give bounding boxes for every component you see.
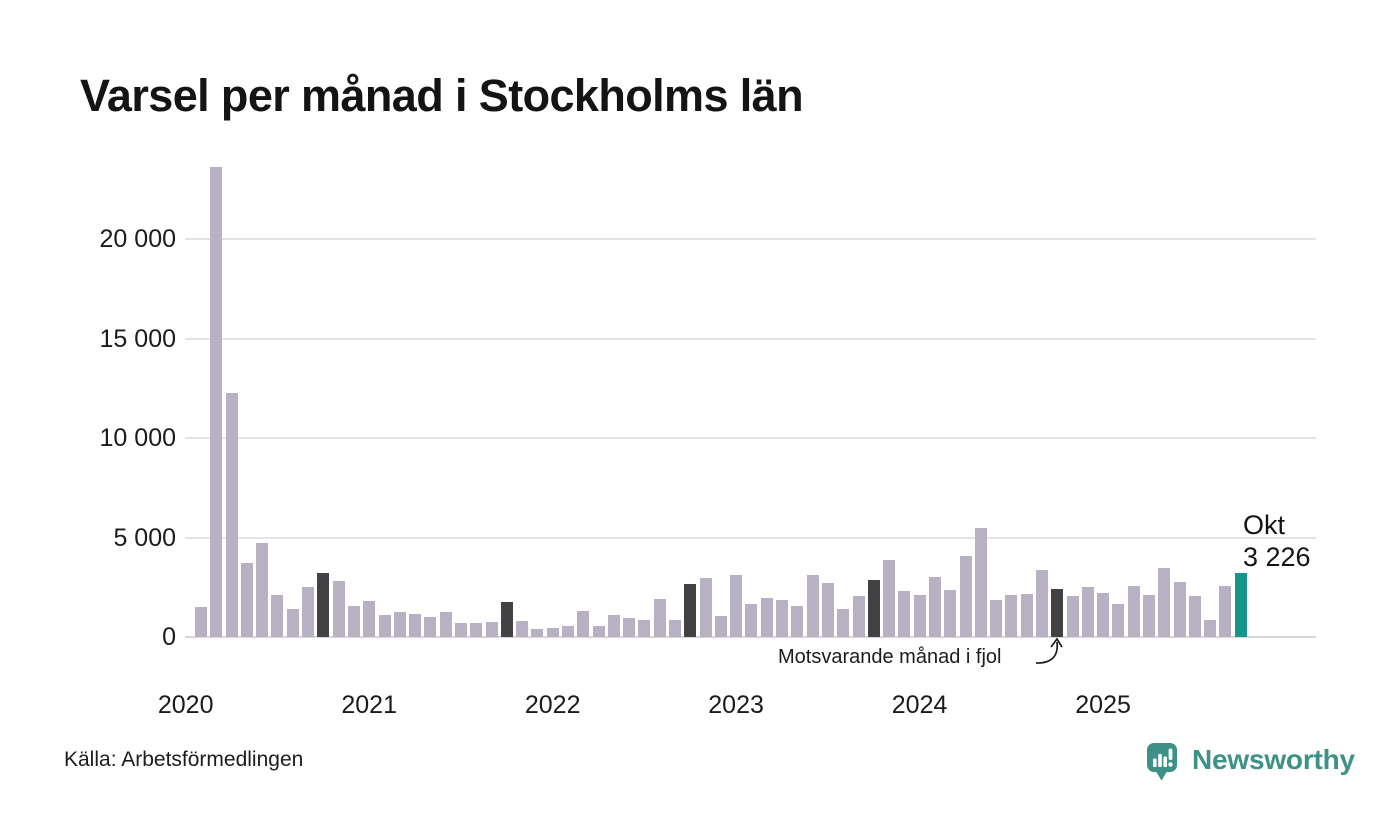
bar-okt-2023-same-month-last-year	[867, 580, 880, 637]
bar-nov-2024	[1066, 596, 1079, 637]
y-axis-tick-label: 15 000	[99, 324, 176, 353]
gridline-0	[185, 636, 1316, 638]
bar-dec-2023	[898, 591, 911, 637]
bar-sep-2020	[302, 587, 314, 637]
bar-aug-2020	[286, 609, 299, 637]
bar-aug-2023	[837, 609, 850, 637]
bar-mar-2022	[577, 611, 590, 637]
y-axis-tick-label: 20 000	[99, 225, 176, 253]
bar-feb-2025	[1112, 604, 1125, 637]
bar-aug-2025	[1204, 620, 1217, 637]
annotation-arrow-icon	[1035, 637, 1063, 664]
bar-okt-2025-latest	[1234, 573, 1247, 637]
newsworthy-wordmark: Newsworthy	[1192, 744, 1355, 775]
bar-maj-2024	[974, 528, 987, 637]
x-axis-year-label-2021: 2021	[341, 691, 397, 719]
bar-apr-2025	[1143, 595, 1155, 637]
bar-mar-2024	[944, 590, 957, 637]
bar-okt-2021-same-month-last-year	[500, 602, 513, 637]
bar-maj-2025	[1158, 568, 1171, 637]
bar-okt-2024-same-month-last-year	[1051, 589, 1064, 637]
bar-jun-2025	[1173, 582, 1186, 637]
page-title: Varsel per månad i Stockholms län	[80, 70, 804, 121]
bar-dec-2024	[1081, 587, 1094, 637]
gridline-5000	[185, 536, 1316, 539]
gridline-10000	[185, 437, 1316, 439]
bar-jun-2021	[439, 612, 452, 637]
bar-jan-2025	[1097, 593, 1110, 637]
bar-okt-2020-same-month-last-year	[317, 573, 330, 637]
bar-jan-2021	[363, 601, 376, 637]
x-axis-year-label-2024: 2024	[891, 691, 948, 719]
bar-jun-2024	[990, 600, 1003, 637]
y-axis-tick-label: 10 000	[99, 424, 176, 452]
bar-nov-2020	[332, 581, 345, 637]
bar-apr-2021	[409, 614, 421, 637]
bar-aug-2024	[1020, 594, 1033, 637]
bar-apr-2023	[776, 600, 788, 637]
bar-aug-2022	[653, 599, 666, 637]
gridline-15000	[185, 337, 1316, 340]
annotation-same-month-last-year: Motsvarande månad i fjol	[778, 646, 1002, 668]
source-label: Källa: Arbetsförmedlingen	[64, 748, 304, 771]
bar-nov-2021	[516, 621, 529, 637]
bar-apr-2020	[225, 393, 238, 637]
bar-aug-2021	[470, 623, 483, 637]
bar-apr-2022	[592, 626, 605, 637]
bar-jul-2025	[1188, 596, 1201, 637]
bar-mar-2025	[1127, 586, 1140, 637]
bar-maj-2023	[791, 606, 804, 637]
bar-jul-2020	[271, 595, 284, 637]
bar-dec-2021	[531, 629, 544, 637]
bar-sep-2021	[485, 622, 498, 637]
bar-mar-2020	[210, 167, 223, 637]
bar-feb-2023	[745, 604, 758, 637]
bar-jun-2022	[623, 618, 636, 637]
bar-nov-2023	[883, 560, 895, 637]
newsworthy-bubble-chart-icon	[1147, 743, 1177, 781]
bar-jan-2022	[546, 628, 559, 637]
bar-jan-2023	[730, 575, 743, 637]
bar-jan-2024	[913, 595, 926, 637]
bar-jun-2020	[256, 543, 269, 637]
x-axis-year-label-2020: 2020	[157, 691, 214, 719]
bar-jul-2022	[638, 620, 651, 637]
bar-apr-2024	[959, 556, 972, 637]
gridline-20000	[185, 238, 1316, 240]
bar-sep-2023	[852, 596, 865, 637]
last-point-value: 3 226	[1243, 542, 1311, 572]
bar-maj-2021	[424, 617, 437, 637]
bar-sep-2025	[1219, 586, 1232, 637]
bar-jul-2023	[821, 583, 834, 637]
bar-sep-2024	[1035, 570, 1048, 637]
bar-feb-2022	[562, 626, 574, 637]
bar-jul-2021	[454, 623, 467, 637]
bar-mar-2021	[393, 612, 406, 637]
last-point-label: Okt 3 226	[1243, 509, 1311, 573]
bar-jul-2024	[1005, 595, 1018, 637]
bar-dec-2022	[714, 616, 727, 637]
bar-sep-2022	[669, 620, 681, 637]
x-axis-year-label-2025: 2025	[1075, 691, 1131, 719]
bar-nov-2022	[699, 578, 712, 637]
newsworthy-logo: Newsworthy	[1146, 742, 1355, 782]
bar-maj-2020	[240, 563, 253, 637]
x-axis-year-label-2022: 2022	[524, 691, 581, 719]
bar-jun-2023	[806, 575, 819, 637]
x-axis-year-label-2023: 2023	[708, 691, 764, 719]
bar-maj-2022	[607, 615, 620, 637]
bar-mar-2023	[760, 598, 773, 637]
bar-okt-2022-same-month-last-year	[684, 584, 697, 637]
bar-dec-2020	[347, 606, 360, 637]
y-axis-tick-label: 5 000	[113, 523, 176, 552]
bar-feb-2020	[195, 607, 207, 637]
bar-feb-2021	[378, 615, 391, 637]
bar-feb-2024	[928, 577, 941, 637]
y-axis-tick-label: 0	[162, 623, 176, 651]
last-point-month: Okt	[1243, 510, 1286, 540]
